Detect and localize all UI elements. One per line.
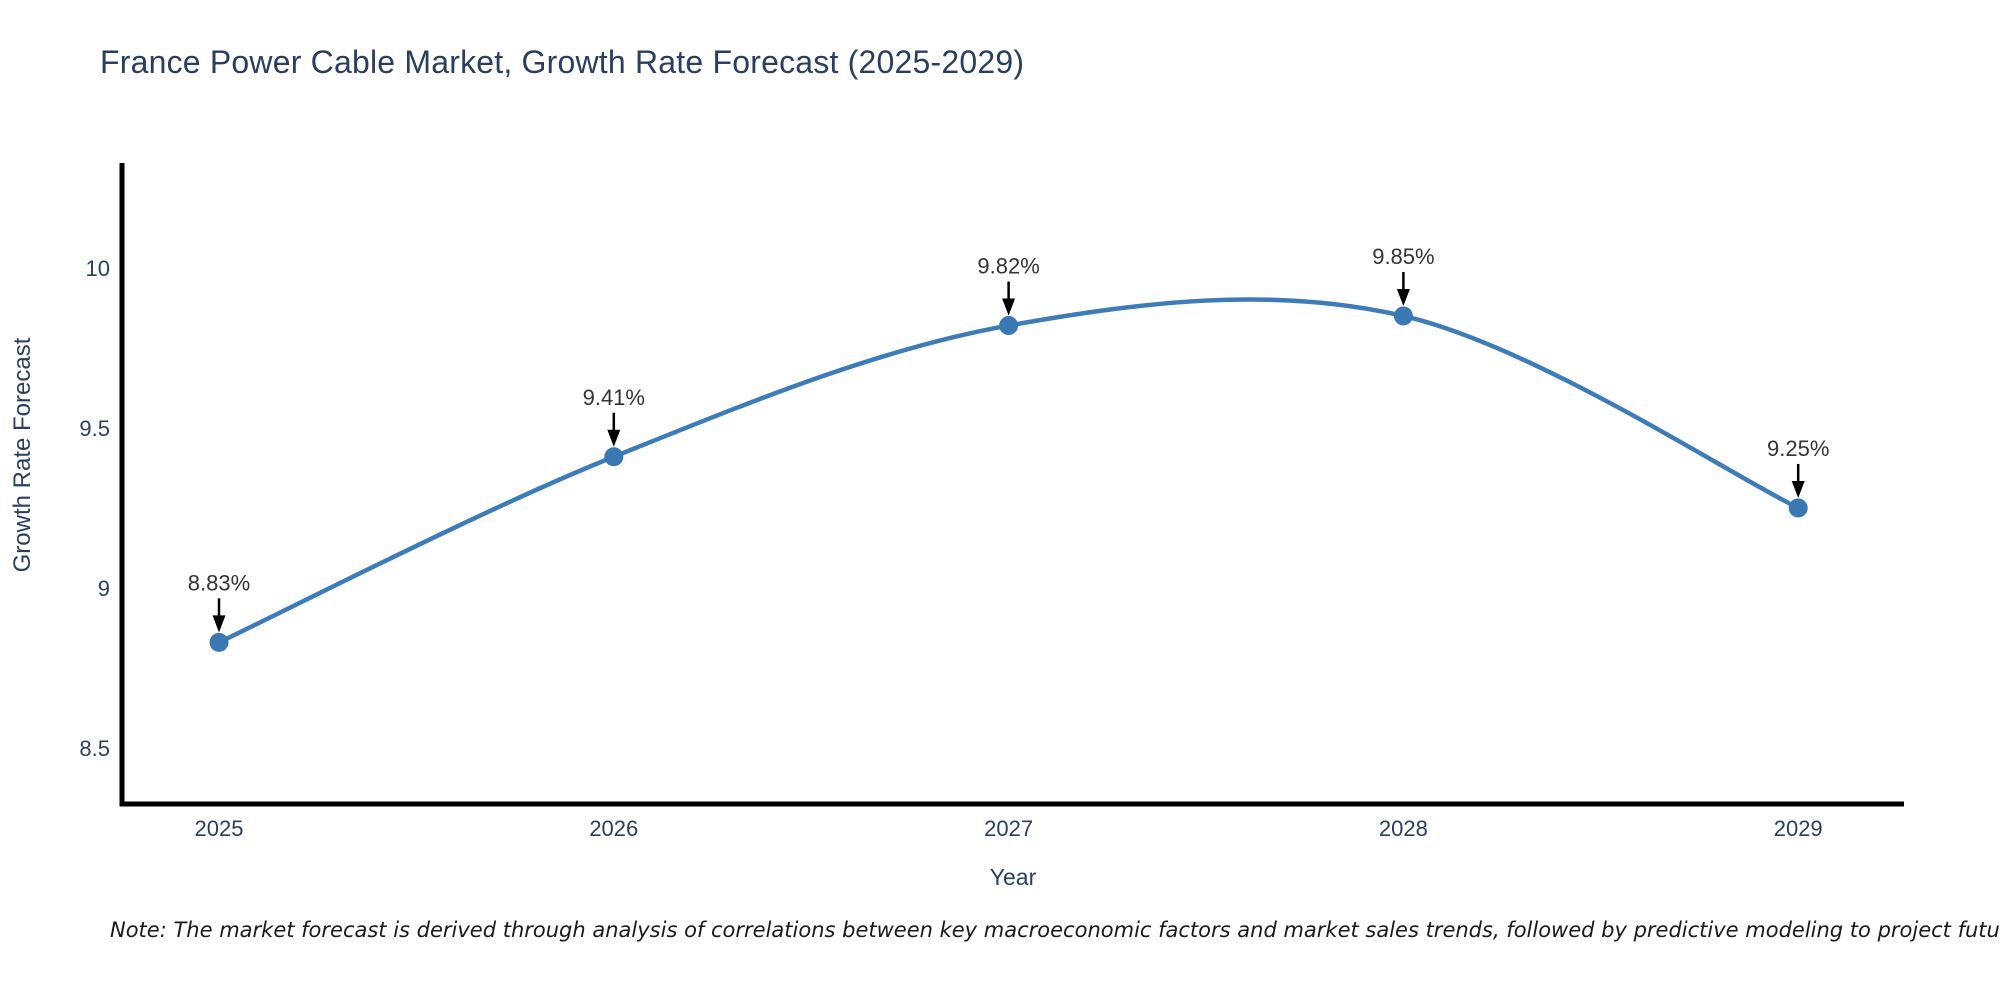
y-tick-label: 10 — [86, 256, 110, 281]
x-tick-label: 2028 — [1379, 816, 1428, 841]
annotation-arrowhead — [607, 429, 621, 447]
annotation-arrowhead — [212, 615, 226, 633]
data-point[interactable] — [209, 632, 229, 652]
point-annotation: 9.82% — [977, 254, 1039, 279]
y-tick-label: 8.5 — [79, 736, 110, 761]
y-tick-label: 9.5 — [79, 416, 110, 441]
chart-title: France Power Cable Market, Growth Rate F… — [100, 44, 1025, 80]
x-tick-label: 2025 — [195, 816, 244, 841]
x-axis-title: Year — [990, 864, 1037, 890]
x-tick-label: 2029 — [1774, 816, 1823, 841]
x-tick-label: 2027 — [984, 816, 1033, 841]
y-axis-title: Growth Rate Forecast — [9, 337, 36, 572]
x-tick-label: 2026 — [589, 816, 638, 841]
point-annotation: 8.83% — [188, 570, 250, 595]
annotation-arrowhead — [1396, 288, 1410, 306]
annotation-arrowhead — [1791, 480, 1805, 498]
point-annotation: 9.25% — [1767, 436, 1829, 461]
y-tick-label: 9 — [98, 576, 110, 601]
point-annotation: 9.85% — [1372, 244, 1434, 269]
point-annotation: 9.41% — [583, 385, 645, 410]
footnote: Note: The market forecast is derived thr… — [110, 918, 2000, 942]
trend-line — [218, 297, 1800, 645]
data-point[interactable] — [999, 316, 1019, 336]
annotation-arrowhead — [1002, 298, 1016, 316]
axis-lines — [119, 163, 1904, 807]
data-point[interactable] — [1393, 306, 1413, 326]
data-point[interactable] — [1788, 498, 1808, 518]
data-point[interactable] — [604, 447, 624, 467]
